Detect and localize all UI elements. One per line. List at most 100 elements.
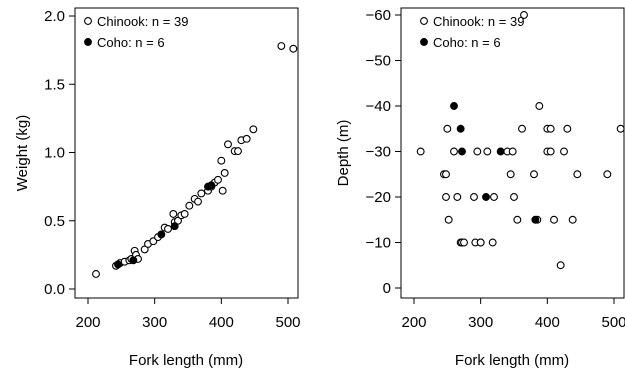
plot-frame bbox=[400, 7, 625, 299]
coho-point bbox=[207, 181, 216, 190]
coho-point bbox=[456, 124, 465, 133]
chinook-point bbox=[573, 170, 582, 179]
legend-marker bbox=[420, 38, 428, 46]
chinook-point bbox=[568, 215, 577, 224]
x-axis-title: Fork length (mm) bbox=[455, 352, 569, 369]
chinook-point bbox=[289, 44, 298, 53]
chinook-point bbox=[520, 11, 528, 19]
chinook-point bbox=[603, 170, 612, 179]
y-tick-label: 1.5 bbox=[44, 76, 65, 93]
coho-point bbox=[157, 230, 166, 239]
chinook-point bbox=[249, 125, 258, 134]
chinook-point bbox=[194, 197, 202, 206]
chinook-point bbox=[506, 170, 515, 179]
chinook-point bbox=[460, 238, 468, 247]
coho-point bbox=[531, 215, 540, 224]
chinook-point bbox=[217, 156, 226, 165]
x-tick-label: 200 bbox=[401, 314, 426, 331]
chinook-point bbox=[476, 238, 485, 247]
legend: Chinook: n = 39 Coho: n = 6 bbox=[420, 14, 524, 50]
legend-label: Coho: n = 6 bbox=[97, 35, 165, 50]
chinook-point bbox=[473, 147, 482, 156]
data-points bbox=[92, 42, 298, 278]
coho-point bbox=[450, 102, 458, 110]
chinook-point bbox=[513, 215, 522, 224]
chinook-point bbox=[218, 186, 227, 195]
x-tick-label: 300 bbox=[468, 314, 493, 331]
chinook-point bbox=[550, 215, 558, 224]
chinook-point bbox=[546, 124, 555, 133]
chinook-point bbox=[214, 175, 222, 184]
chinook-point bbox=[556, 261, 565, 270]
y-tick-label: 0 bbox=[383, 280, 391, 297]
chinook-point bbox=[180, 209, 189, 218]
chinook-point bbox=[164, 224, 172, 233]
chinook-point bbox=[242, 134, 251, 143]
chinook-point bbox=[546, 147, 555, 156]
chinook-point bbox=[444, 215, 453, 224]
axis-ticks: 200 300 400 500 0 −10 −20 −30 −40 −50 −60 bbox=[366, 7, 625, 331]
y-tick-label: −60 bbox=[366, 7, 391, 24]
legend-marker bbox=[84, 17, 92, 25]
depth-vs-length-panel: Fork length (mm) Depth (m) 200 300 400 500 0… bbox=[335, 7, 625, 369]
y-axis-title: Depth (m) bbox=[335, 120, 352, 187]
chinook-point bbox=[416, 147, 425, 156]
chinook-point bbox=[453, 193, 462, 201]
y-tick-label: 2.0 bbox=[44, 8, 65, 25]
chinook-point bbox=[277, 42, 286, 50]
chinook-point bbox=[518, 124, 526, 133]
legend: Chinook: n = 39 Coho: n = 6 bbox=[84, 14, 188, 50]
weight-vs-length-panel: Fork length (mm) Weight (kg) 200 300 400 50… bbox=[14, 7, 301, 369]
chinook-point bbox=[234, 147, 242, 156]
chinook-point bbox=[616, 124, 625, 133]
chinook-point bbox=[470, 193, 478, 201]
y-tick-label: 1.0 bbox=[44, 145, 65, 162]
coho-point bbox=[496, 147, 505, 156]
y-tick-label: −40 bbox=[366, 98, 391, 115]
chinook-point bbox=[224, 140, 232, 149]
chinook-point bbox=[92, 270, 100, 278]
y-tick-label: 0.5 bbox=[44, 213, 65, 230]
x-axis-title: Fork length (mm) bbox=[129, 352, 243, 369]
coho-point bbox=[458, 147, 466, 156]
chinook-point bbox=[185, 201, 194, 210]
chinook-point bbox=[483, 147, 492, 156]
chinook-point bbox=[220, 169, 229, 177]
x-tick-label: 500 bbox=[275, 314, 300, 331]
coho-point bbox=[482, 193, 490, 201]
chinook-point bbox=[442, 170, 450, 179]
legend-marker bbox=[420, 17, 428, 25]
x-tick-label: 200 bbox=[75, 314, 100, 331]
data-points bbox=[416, 11, 625, 270]
y-tick-label: −50 bbox=[366, 53, 391, 70]
chinook-point bbox=[563, 124, 572, 133]
x-tick-label: 500 bbox=[601, 314, 625, 331]
chinook-point bbox=[510, 193, 518, 201]
y-tick-label: −20 bbox=[366, 189, 391, 206]
chinook-point bbox=[490, 193, 498, 201]
y-tick-label: −10 bbox=[366, 235, 391, 252]
y-tick-label: 0.0 bbox=[44, 281, 65, 298]
chinook-point bbox=[535, 102, 544, 110]
chinook-point bbox=[443, 124, 452, 133]
chinook-point bbox=[488, 238, 497, 247]
coho-point bbox=[129, 256, 138, 265]
chinook-point bbox=[560, 147, 568, 156]
x-tick-label: 400 bbox=[535, 314, 560, 331]
chinook-point bbox=[508, 147, 517, 156]
plot-frame bbox=[74, 7, 299, 299]
legend-marker bbox=[84, 38, 92, 46]
coho-point bbox=[170, 222, 179, 231]
y-axis-title: Weight (kg) bbox=[14, 115, 31, 191]
chinook-point bbox=[450, 147, 458, 156]
chinook-point bbox=[442, 193, 450, 201]
coho-point bbox=[114, 260, 122, 269]
axis-ticks: 200 300 400 500 0.0 0.5 1.0 1.5 2.0 bbox=[44, 8, 300, 331]
legend-label: Chinook: n = 39 bbox=[97, 14, 188, 29]
chinook-point bbox=[197, 189, 206, 198]
x-tick-label: 400 bbox=[209, 314, 234, 331]
y-tick-label: −30 bbox=[366, 144, 391, 161]
x-tick-label: 300 bbox=[142, 314, 167, 331]
legend-label: Coho: n = 6 bbox=[433, 35, 501, 50]
